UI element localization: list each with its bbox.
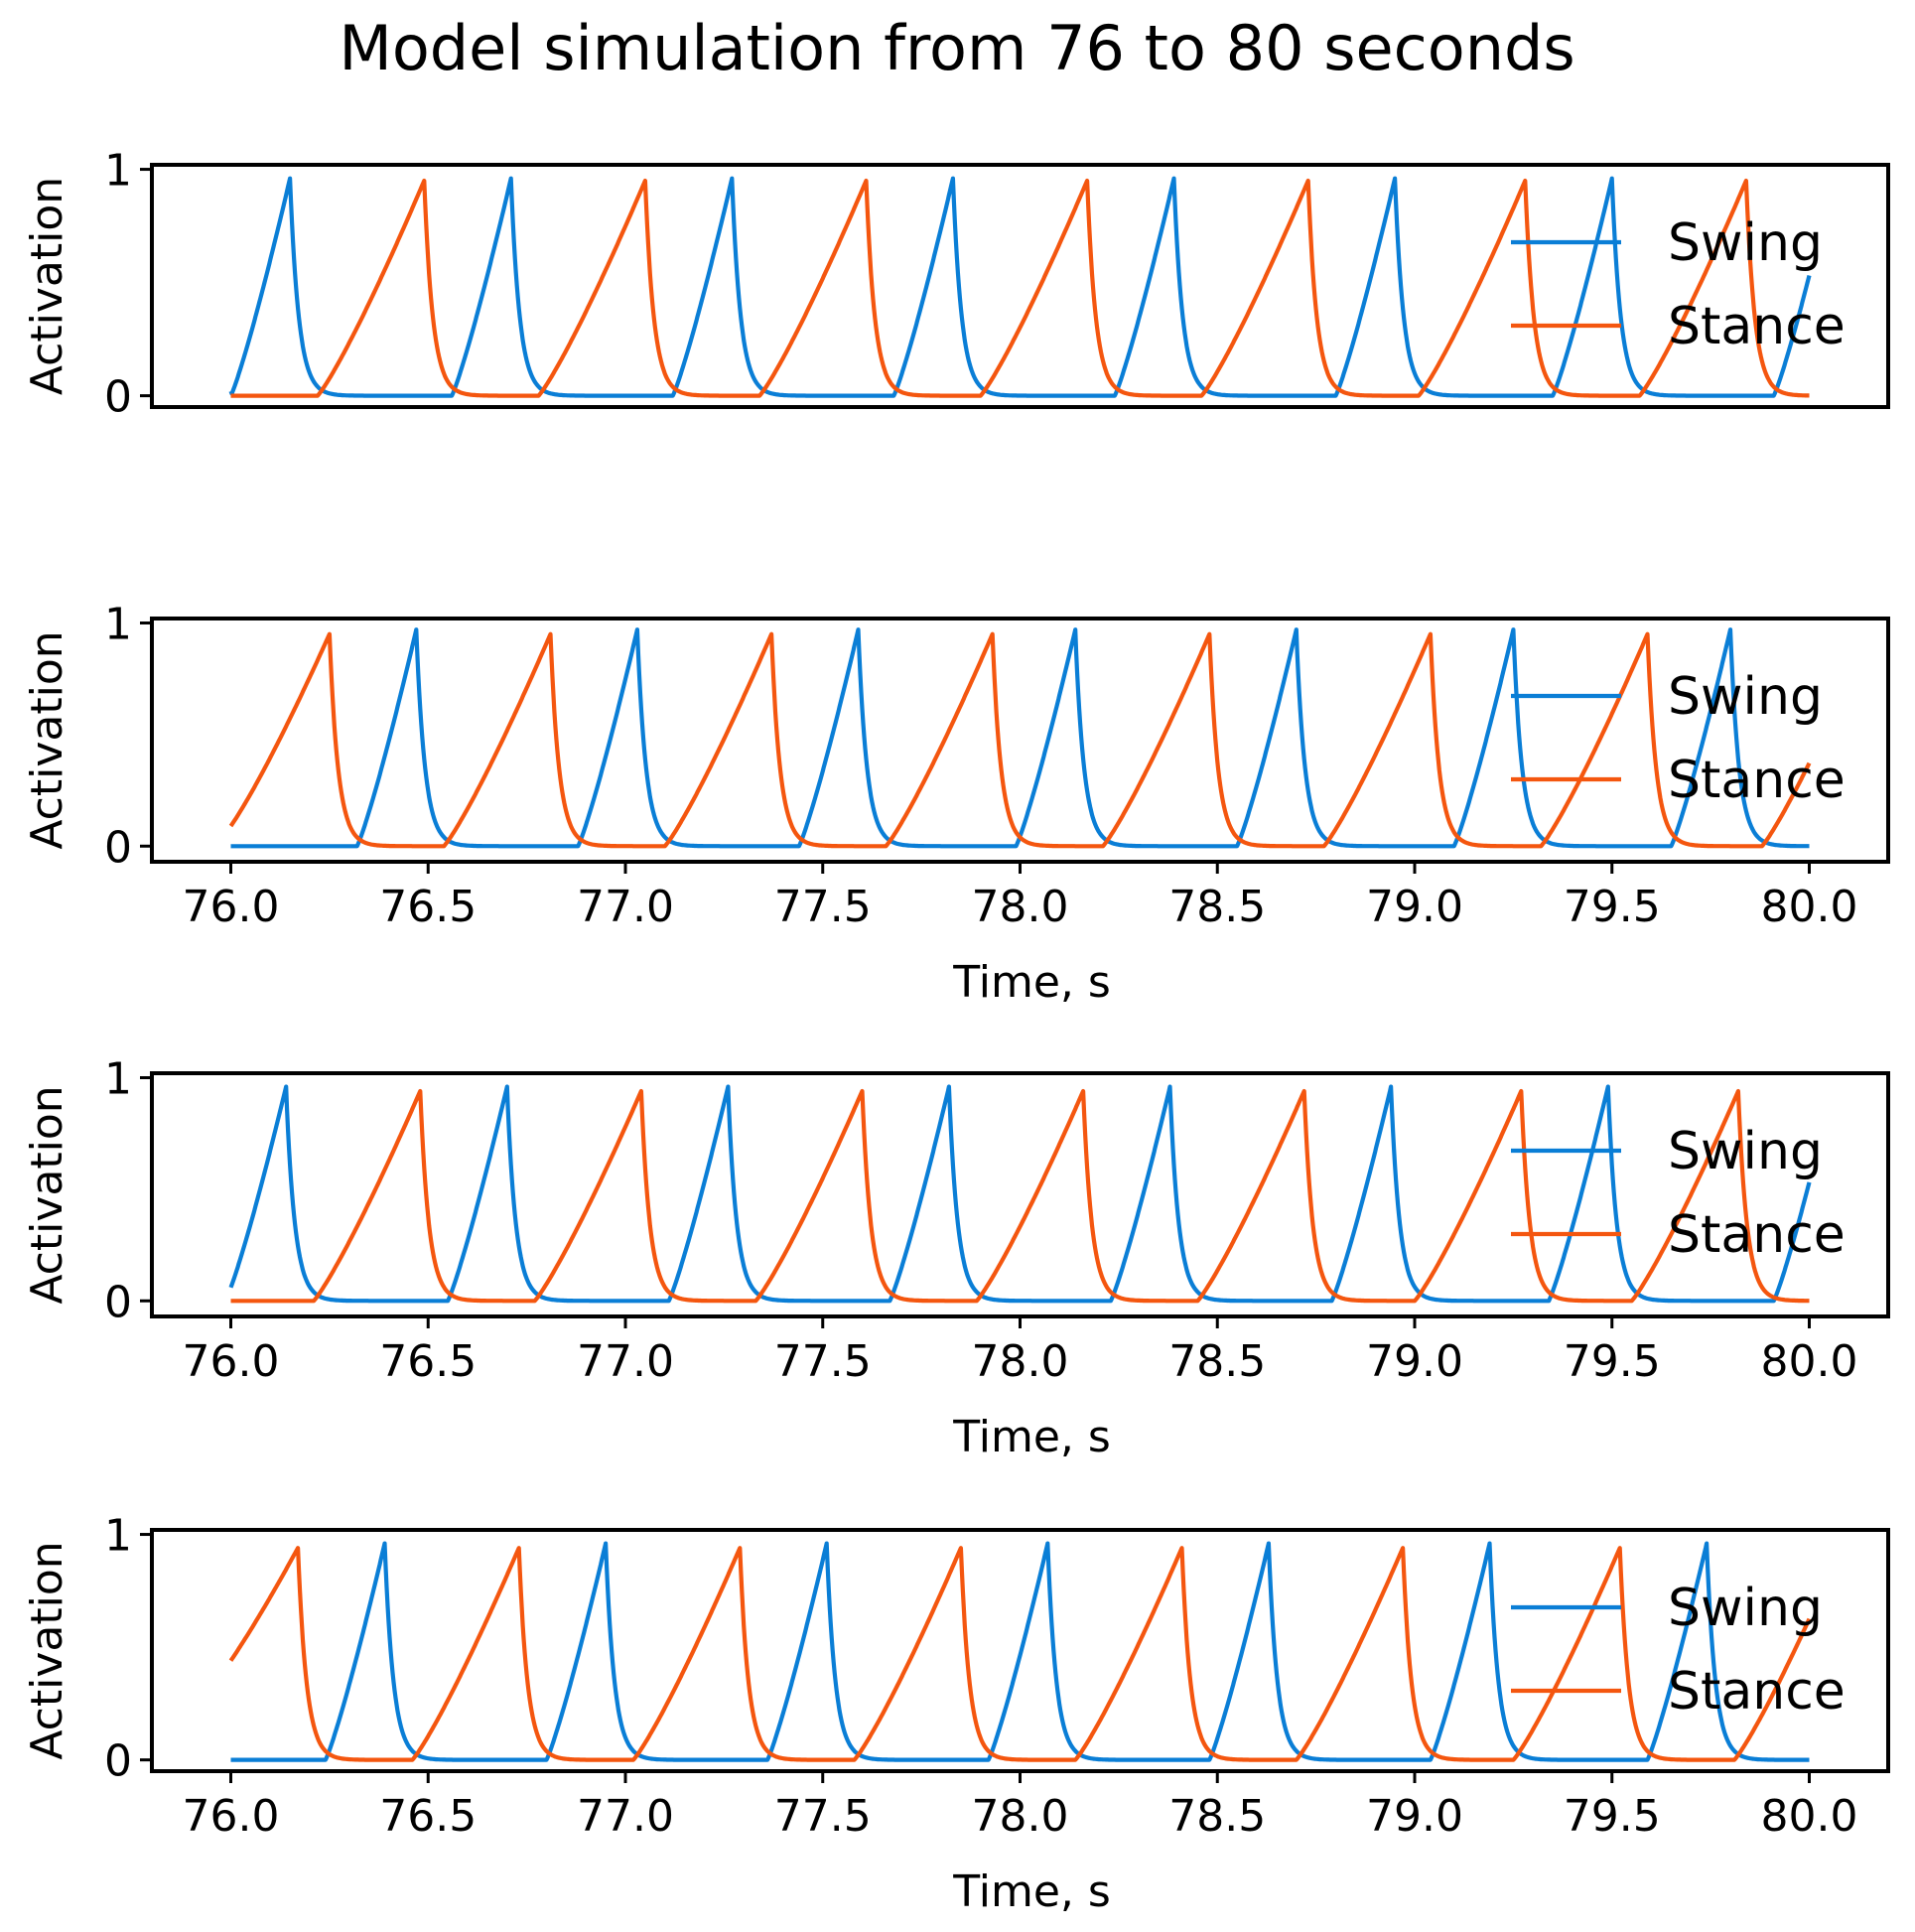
- legend: Swing Stance: [1511, 667, 1846, 810]
- x-tick-label: 79.0: [1366, 1336, 1463, 1387]
- subplot-2: 0 1 76.0 76.5 77.0 77.5 78.0 78.5 79.0 79.5 80.0 Ac…: [22, 599, 1890, 1008]
- x-tick-label: 76.5: [379, 1336, 477, 1387]
- x-tick-label: 76.0: [183, 1336, 280, 1387]
- x-axis-label: Time, s: [952, 1866, 1111, 1917]
- y-tick-label: 1: [104, 599, 132, 649]
- x-tick-label: 79.0: [1366, 1791, 1463, 1842]
- x-tick-label: 79.5: [1564, 1791, 1661, 1842]
- legend-label-stance: Stance: [1668, 1662, 1846, 1722]
- x-tick-label: 76.0: [183, 882, 280, 932]
- legend-label-stance: Stance: [1668, 1205, 1846, 1265]
- x-tick-label: 77.5: [774, 1336, 872, 1387]
- x-tick-label: 76.0: [183, 1791, 280, 1842]
- legend-label-stance: Stance: [1668, 297, 1846, 356]
- x-tick-label: 80.0: [1761, 1791, 1858, 1842]
- y-tick-label: 0: [104, 372, 132, 423]
- x-tick-label: 77.0: [577, 1336, 674, 1387]
- x-tick-label: 77.5: [774, 882, 872, 932]
- x-tick-label: 78.5: [1168, 1336, 1266, 1387]
- y-tick-label: 1: [104, 1053, 132, 1104]
- x-axis-label: Time, s: [952, 1412, 1111, 1462]
- panels: 0 1 Activation Swing Stance 0 1 76.0 76.5 77.0 77.…: [22, 146, 1890, 1917]
- x-tick-label: 77.5: [774, 1791, 872, 1842]
- x-tick-label: 77.0: [577, 1791, 674, 1842]
- y-axis-label: Activation: [22, 630, 72, 849]
- y-tick-label: 0: [104, 822, 132, 873]
- subplot-4: 0 1 76.0 76.5 77.0 77.5 78.0 78.5 79.0 79.5 80.0 Ac…: [22, 1511, 1890, 1917]
- x-tick-label: 78.0: [972, 1336, 1069, 1387]
- y-tick-label: 1: [104, 1511, 132, 1562]
- y-tick-label: 0: [104, 1736, 132, 1787]
- series-line-swing: [228, 1084, 1812, 1304]
- x-tick-label: 77.0: [577, 882, 674, 932]
- x-tick-label: 79.0: [1366, 882, 1463, 932]
- x-tick-label: 78.5: [1168, 1791, 1266, 1842]
- x-tick-label: 80.0: [1761, 882, 1858, 932]
- legend: Swing Stance: [1511, 213, 1846, 356]
- legend-label-swing: Swing: [1668, 667, 1823, 727]
- legend-label-stance: Stance: [1668, 751, 1846, 810]
- legend-label-swing: Swing: [1668, 1122, 1823, 1181]
- legend: Swing Stance: [1511, 1122, 1846, 1265]
- y-axis-label: Activation: [22, 177, 72, 395]
- x-tick-label: 78.0: [972, 1791, 1069, 1842]
- axes-frame: [150, 163, 1890, 409]
- x-axis-label: Time, s: [952, 957, 1111, 1008]
- x-tick-label: 79.5: [1564, 1336, 1661, 1387]
- legend: Swing Stance: [1511, 1579, 1846, 1722]
- series-line-swing: [229, 1541, 1811, 1762]
- y-tick-label: 1: [104, 146, 132, 197]
- series-line-swing: [228, 176, 1812, 398]
- x-tick-label: 78.5: [1168, 882, 1266, 932]
- y-tick-label: 0: [104, 1277, 132, 1327]
- series-line-swing: [229, 627, 1811, 849]
- series-line-stance: [228, 1546, 1812, 1762]
- series-line-stance: [228, 631, 1812, 849]
- subplot-1: 0 1 Activation Swing Stance: [22, 146, 1890, 423]
- x-tick-label: 78.0: [972, 882, 1069, 932]
- figure-title: Model simulation from 76 to 80 seconds: [339, 12, 1574, 84]
- x-tick-label: 80.0: [1761, 1336, 1858, 1387]
- x-tick-label: 76.5: [379, 1791, 477, 1842]
- x-tick-label: 79.5: [1564, 882, 1661, 932]
- legend-label-swing: Swing: [1668, 213, 1823, 273]
- y-axis-label: Activation: [22, 1541, 72, 1759]
- series-line-stance: [229, 178, 1811, 398]
- legend-label-swing: Swing: [1668, 1579, 1823, 1638]
- y-axis-label: Activation: [22, 1085, 72, 1304]
- series-line-stance: [229, 1088, 1811, 1304]
- subplot-3: 0 1 76.0 76.5 77.0 77.5 78.0 78.5 79.0 79.5 80.0 Ac…: [22, 1053, 1890, 1462]
- x-tick-label: 76.5: [379, 882, 477, 932]
